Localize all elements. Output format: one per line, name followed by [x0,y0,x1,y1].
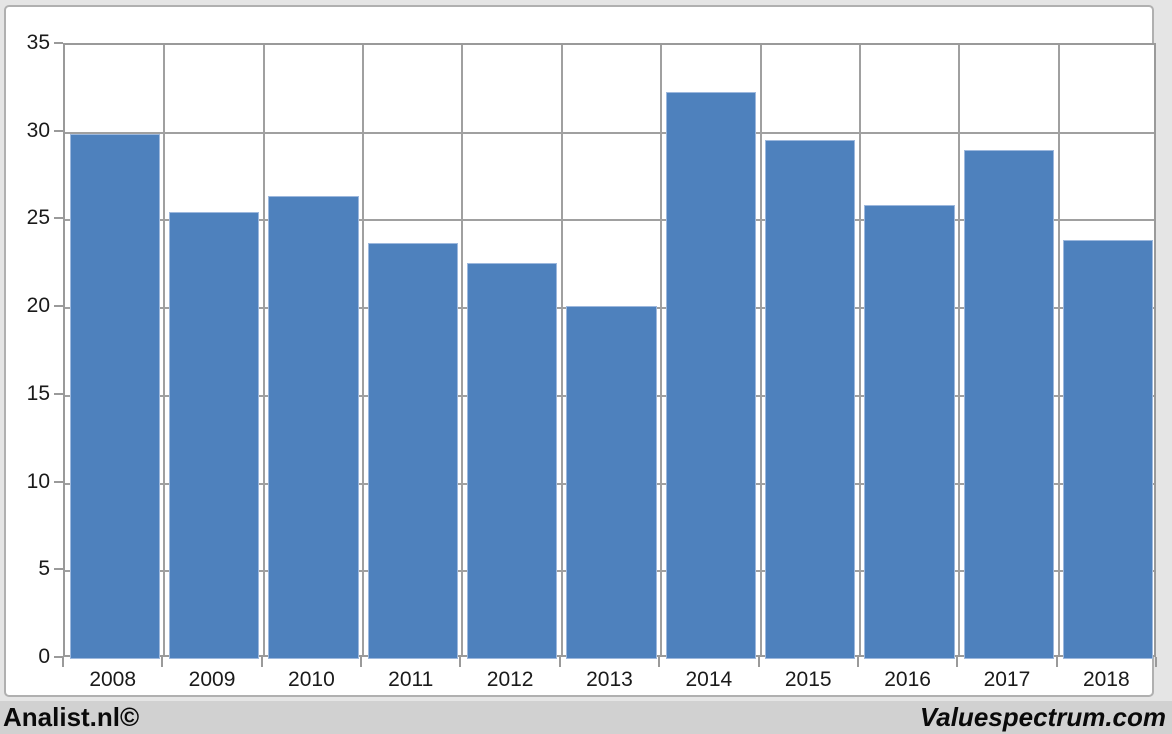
x-tick-label: 2014 [685,668,733,691]
gridline-h [65,219,1154,222]
x-tick-label: 2017 [983,668,1031,691]
bar-2008 [69,134,160,659]
bar-2015 [765,139,856,659]
y-tick-label: 30 [26,118,50,142]
x-tick-mark [558,657,561,667]
y-tick-label: 5 [38,557,50,581]
y-tick-label: 20 [26,294,50,318]
x-tick-label: 2012 [486,668,534,691]
bar-2017 [963,150,1055,659]
valuespectrum-credit: Valuespectrum.com [919,702,1166,732]
y-tick-label: 10 [26,469,50,493]
chart-panel: 0 5 10 15 20 25 30 35 2008 2009 2010 2011 2012 2013 2… [4,5,1157,697]
x-tick-label: 2008 [89,668,137,691]
x-tick-mark [1055,657,1058,667]
y-tick-mark [54,217,63,220]
gridline-v [262,45,265,655]
x-tick-label: 2018 [1082,668,1130,691]
plot-area [63,43,1156,659]
x-tick-label: 2015 [784,668,832,691]
x-tick-mark [757,657,760,667]
x-tick-mark [62,657,64,667]
gridline-v [560,45,563,655]
bar-2011 [367,243,458,659]
x-tick-label: 2013 [586,668,633,691]
x-tick-mark [658,657,661,667]
x-tick-mark [459,657,462,667]
gridline-v [858,45,861,655]
footer-bar: Analist.nl© Valuespectrum.com [0,701,1172,734]
x-tick-mark [260,657,263,667]
x-tick-label: 2016 [884,668,931,691]
y-tick-mark [54,305,63,308]
gridline-v [163,45,166,655]
x-tick-label: 2009 [188,668,236,691]
bar-2013 [566,306,657,659]
y-tick-mark [54,480,63,483]
gridline-v [461,45,464,655]
bar-2018 [1063,239,1154,659]
bar-2012 [466,262,558,659]
x-tick-mark [956,657,959,667]
y-tick-label: 15 [26,381,50,405]
gridline-v [362,45,365,655]
y-tick-mark [54,568,63,571]
y-tick-mark [54,42,63,44]
bar-2010 [268,195,359,659]
gridline-v [759,45,762,655]
gridline-v [660,45,663,655]
gridline-h [65,131,1154,134]
y-tick-label: 0 [38,645,50,668]
x-tick-mark [161,657,164,667]
bar-2009 [168,211,260,659]
gridline-v [958,45,961,655]
y-tick-mark [54,656,63,658]
analist-credit: Analist.nl© [3,702,140,732]
x-tick-mark [360,657,363,667]
x-tick-mark [1155,657,1157,667]
y-tick-mark [54,129,63,132]
bar-2014 [665,92,757,659]
y-tick-label: 35 [26,31,50,54]
bar-2016 [864,204,955,659]
x-tick-label: 2010 [288,668,335,691]
y-tick-label: 25 [26,206,50,230]
x-tick-label: 2011 [388,668,434,691]
y-tick-mark [54,392,63,395]
gridline-v [1057,45,1060,655]
x-tick-mark [856,657,859,667]
